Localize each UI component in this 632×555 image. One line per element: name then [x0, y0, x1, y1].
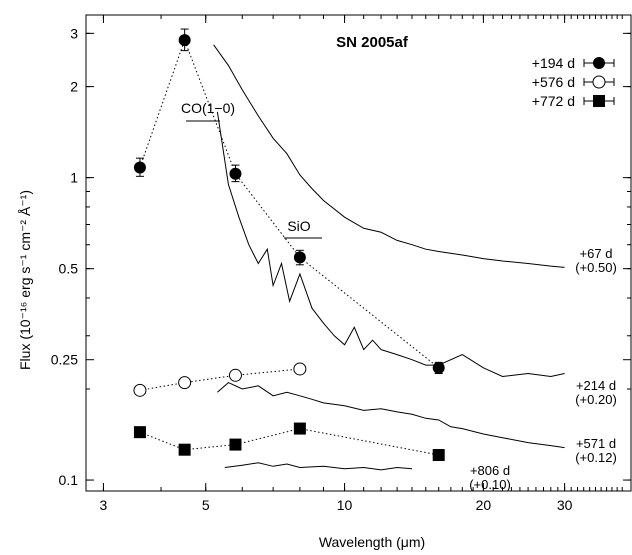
spectrum-label: +806 d — [470, 463, 510, 478]
y-tick-label: 0.1 — [59, 472, 79, 488]
y-tick-label: 3 — [70, 25, 78, 41]
data-point-square — [178, 443, 191, 456]
spectrum-label: +67 d — [580, 246, 613, 261]
legend-label: +772 d — [532, 93, 575, 109]
data-point-square — [133, 426, 146, 439]
x-axis-label: Wavelength (μm) — [319, 534, 425, 550]
data-point-open-circle — [293, 362, 307, 376]
x-tick-label: 10 — [337, 497, 353, 513]
annotation-sio: SiO — [287, 218, 310, 234]
legend-marker — [592, 75, 606, 89]
data-point-square — [229, 438, 242, 451]
photometry-dotted-line — [139, 428, 439, 456]
spectrum-line — [216, 111, 565, 378]
spectrum-line — [217, 382, 565, 449]
spectrum-offset-label: (+0.12) — [575, 450, 617, 465]
x-tick-label: 30 — [557, 497, 573, 513]
data-point-square — [293, 422, 306, 435]
x-tick-label: 3 — [100, 497, 108, 513]
data-point-filled-circle — [178, 34, 191, 47]
data-point-filled-circle — [229, 167, 242, 180]
spectrum-line — [224, 462, 413, 471]
data-point-open-circle — [133, 383, 147, 397]
x-tick-label: 20 — [476, 497, 492, 513]
y-tick-label: 1 — [70, 170, 78, 186]
legend-marker — [593, 95, 605, 107]
spectrum-offset-label: (+0.20) — [575, 392, 617, 407]
data-point-filled-circle — [133, 161, 146, 174]
y-axis-label: Flux (10⁻¹⁶ erg s⁻¹ cm⁻² Å⁻¹) — [17, 190, 33, 370]
y-tick-label: 0.5 — [59, 261, 79, 277]
y-tick-label: 0.25 — [51, 352, 78, 368]
photometry-dotted-line — [139, 38, 440, 369]
legend-label: +194 d — [532, 55, 575, 71]
spectrum-offset-label: (+0.50) — [575, 260, 617, 275]
spectrum-line — [213, 44, 565, 268]
photometry-dotted-line — [139, 368, 300, 391]
legend-label: +576 d — [532, 74, 575, 90]
y-tick-label: 2 — [70, 79, 78, 95]
annotation-co: CO(1−0) — [181, 100, 235, 116]
chart-title: SN 2005af — [336, 34, 409, 51]
data-point-filled-circle — [293, 251, 306, 264]
data-point-open-circle — [228, 368, 242, 382]
plot-frame — [85, 14, 632, 492]
legend-marker — [593, 57, 605, 69]
spectrum-offset-label: (+0.10) — [469, 477, 511, 492]
data-point-square — [432, 449, 445, 462]
spectrum-label: +214 d — [576, 378, 616, 393]
data-point-filled-circle — [432, 361, 445, 374]
spectrum-label: +571 d — [576, 436, 616, 451]
data-point-open-circle — [178, 376, 192, 390]
x-tick-label: 5 — [202, 497, 210, 513]
